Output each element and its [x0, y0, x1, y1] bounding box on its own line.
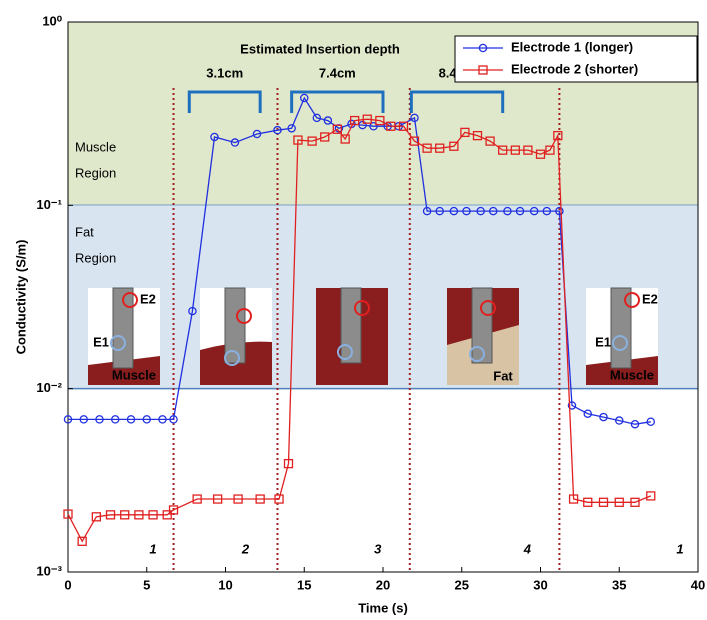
x-tick-label: 20: [376, 577, 390, 592]
inset-electrode: [472, 288, 492, 363]
x-tick-label: 5: [143, 577, 150, 592]
legend-label: Electrode 1 (longer): [511, 39, 633, 54]
chart: Time (s) Conductivity (S/m) MuscleRegion…: [0, 0, 707, 620]
inset: Fat: [447, 288, 519, 385]
legend-label: Electrode 2 (shorter): [511, 61, 638, 76]
x-tick-label: 0: [64, 577, 71, 592]
depth-label: 3.1cm: [206, 65, 243, 80]
x-tick-label: 30: [533, 577, 547, 592]
inset-label: Fat: [493, 368, 513, 383]
x-tick-label: 10: [218, 577, 232, 592]
inset-label: E1: [595, 334, 611, 349]
depth-title: Estimated Insertion depth: [240, 41, 400, 56]
inset: E2 E1 Muscle: [88, 288, 160, 385]
inset-electrode: [611, 288, 631, 368]
inset-label: E1: [93, 334, 109, 349]
y-tick-label: 10⁻¹: [36, 197, 62, 212]
inset: [200, 288, 272, 385]
inset-label: Muscle: [112, 367, 156, 382]
phase-label: 1: [149, 541, 156, 556]
inset: [316, 288, 388, 385]
y-axis-label: Conductivity (S/m): [13, 240, 28, 355]
phase-label: 1: [676, 541, 683, 556]
depth-label: 7.4cm: [319, 65, 356, 80]
inset: E2 E1 Muscle: [586, 288, 658, 385]
inset-label: Muscle: [610, 367, 654, 382]
x-axis-label: Time (s): [358, 600, 408, 615]
inset-label: E2: [642, 291, 658, 306]
x-tick-label: 25: [455, 577, 469, 592]
phase-label: 4: [523, 541, 532, 556]
y-tick-label: 10⁰: [42, 13, 62, 28]
y-tick-label: 10⁻³: [36, 563, 62, 578]
inset-label: E2: [140, 291, 156, 306]
x-tick-label: 35: [612, 577, 626, 592]
phase-label: 3: [374, 541, 382, 556]
phase-label: 2: [241, 541, 250, 556]
x-tick-label: 15: [297, 577, 311, 592]
x-tick-label: 40: [691, 577, 705, 592]
y-tick-label: 10⁻²: [36, 380, 62, 395]
